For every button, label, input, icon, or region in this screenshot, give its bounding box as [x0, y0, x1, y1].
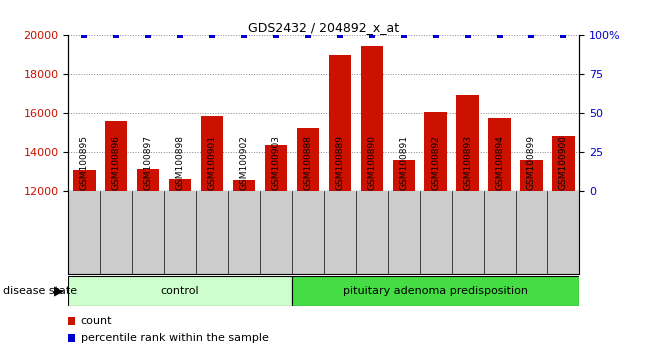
- Bar: [552, 136, 575, 191]
- Bar: [520, 160, 543, 191]
- Text: disease state: disease state: [3, 286, 77, 296]
- Bar: [169, 178, 191, 191]
- Bar: [297, 128, 319, 191]
- Bar: [456, 95, 478, 191]
- Bar: [292, 276, 579, 306]
- Bar: [329, 55, 351, 191]
- Bar: [105, 121, 128, 191]
- Text: pituitary adenoma predisposition: pituitary adenoma predisposition: [343, 286, 528, 296]
- Text: control: control: [161, 286, 199, 296]
- Text: percentile rank within the sample: percentile rank within the sample: [81, 333, 268, 343]
- Bar: [233, 181, 255, 191]
- Text: count: count: [81, 316, 112, 326]
- Bar: [265, 145, 287, 191]
- Bar: [424, 112, 447, 191]
- Bar: [488, 118, 511, 191]
- Bar: [137, 169, 159, 191]
- Bar: [361, 46, 383, 191]
- Bar: [201, 116, 223, 191]
- Title: GDS2432 / 204892_x_at: GDS2432 / 204892_x_at: [248, 21, 400, 34]
- Bar: [73, 170, 96, 191]
- Text: ▶: ▶: [54, 285, 63, 298]
- Bar: [393, 160, 415, 191]
- Bar: [68, 276, 292, 306]
